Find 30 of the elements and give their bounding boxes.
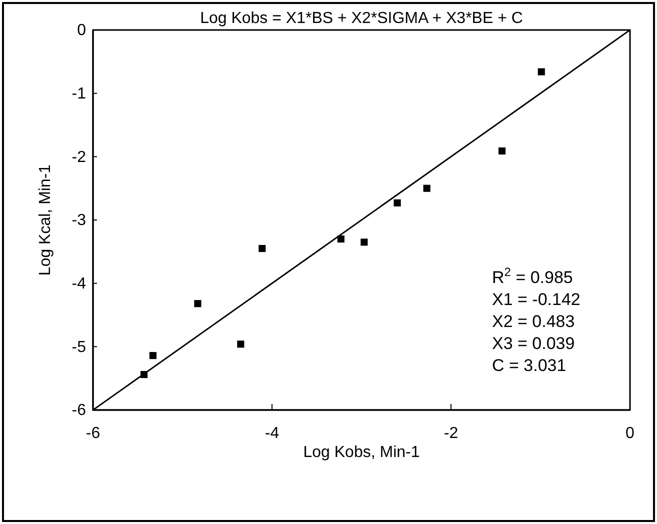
point [360,238,368,246]
point [140,370,148,378]
point [337,235,344,243]
x-tick-label: 0 [626,425,635,442]
annotation: X3 = 0.039 [492,334,575,353]
x-tick-label: -4 [264,425,280,442]
annotation: X1 = -0.142 [492,290,580,309]
y-axis-title: Log Kcal, Min-1 [37,164,54,276]
x-axis-title: Log Kobs, Min-1 [303,444,420,461]
point [498,147,506,154]
x-tick-label: -2 [444,425,458,442]
y-tick-label: -4 [72,275,86,292]
point [149,352,156,360]
x-tick-label: -6 [86,425,100,442]
point [258,244,266,252]
annotation: C = 3.031 [492,356,566,375]
point [194,300,202,308]
y-tick-label: -1 [72,85,86,102]
annotation: R$^{2}$ = 0.985 [492,265,573,287]
point [394,199,401,206]
y-tick-label: -5 [72,338,86,356]
y-tick-label: 0 [77,22,86,40]
annotation: X2 = 0.483 [492,312,575,331]
chart-title: Log Kobs = X1*BS + X2*SIGMA + X3*BE + C [200,10,523,27]
y-tick-label: -3 [72,212,86,230]
point [538,68,545,76]
y-tick-label: -6 [72,402,86,420]
point [237,340,244,348]
point [423,184,430,192]
y-tick-label: -2 [72,148,86,166]
